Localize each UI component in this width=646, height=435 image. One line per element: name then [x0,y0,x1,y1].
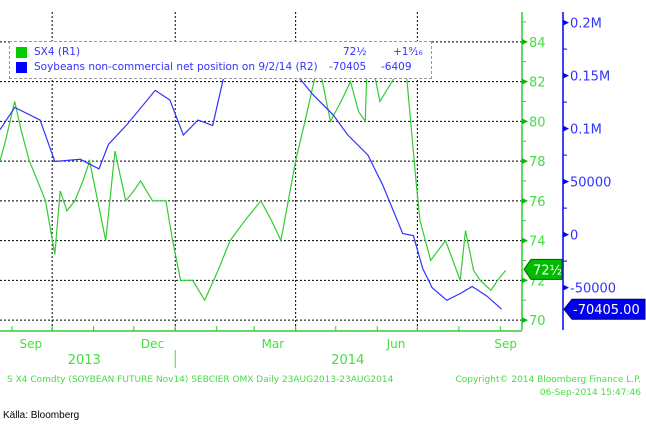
left-axis-tick-label: 84 [529,36,546,51]
right-axis-tick-label: 0.2M [570,17,602,32]
left-axis-tick-label: 70 [529,314,546,329]
tick-marker [563,125,569,132]
soybeans-position-line [0,43,502,310]
year-label: 2013 [68,353,101,368]
left-axis-tick-label: 76 [529,195,546,210]
right-axis-tick-label: 50000 [570,176,611,191]
last-position-label: -70405.00 [573,303,640,318]
tick-marker [522,158,528,165]
legend-last-value: -70405 [329,61,367,73]
left-axis-tick-label: 82 [529,76,546,91]
last-position-tag [563,298,646,320]
left-axis-tick-label: 74 [529,235,546,250]
legend: SX4 (R1) 72½ +1⁹⁄₁₆ Soybeans non-commerc… [9,41,432,79]
legend-item-sx4: SX4 (R1) [16,45,80,59]
footer-description: S X4 Comdty (SOYBEAN FUTURE Nov14) SEBCI… [7,375,394,385]
month-label: Sep [19,337,42,351]
last-price-label: 72½ [533,263,562,278]
timestamp: 06-Sep-2014 15:47:46 [540,388,641,398]
month-label: Mar [262,337,285,351]
legend-swatch-blue [16,61,27,73]
copyright: Copyright© 2014 Bloomberg Finance L.P. [456,375,641,385]
source-note: Källa: Bloomberg [3,410,80,421]
legend-label: Soybeans non-commercial net position on … [34,61,318,73]
year-label: 2014 [331,353,364,368]
tick-marker [522,78,528,85]
tick-marker [563,19,569,26]
legend-change-value: +1⁹⁄₁₆ [393,46,423,58]
tick-marker [522,38,528,45]
right-axis-tick-label: 0.15M [570,70,610,85]
right-axis-tick-label: -50000 [570,282,616,297]
legend-last-value: 72½ [343,46,367,58]
right-axis-tick-label: 0.1M [570,123,602,138]
tick-marker [563,178,569,185]
left-axis-tick-label: 78 [529,155,546,170]
tick-marker [563,284,569,291]
tick-marker [522,118,528,125]
tick-marker [563,72,569,79]
tick-marker [522,197,528,204]
month-label: Dec [141,337,164,351]
legend-swatch-green [16,46,27,58]
legend-change-value: -6409 [381,61,412,73]
month-label: Jun [386,337,406,351]
legend-label: SX4 (R1) [34,46,81,58]
tick-marker [522,237,528,244]
sx4-price-line [0,41,507,302]
tick-marker [522,277,528,284]
left-axis-tick-label: 80 [529,115,546,130]
legend-item-soybeans: Soybeans non-commercial net position on … [16,60,318,74]
tick-marker [522,317,528,324]
last-price-tag [523,258,563,280]
month-label: Sep [494,337,517,351]
tick-marker [563,231,569,238]
right-axis-tick-label: 0 [570,229,578,244]
